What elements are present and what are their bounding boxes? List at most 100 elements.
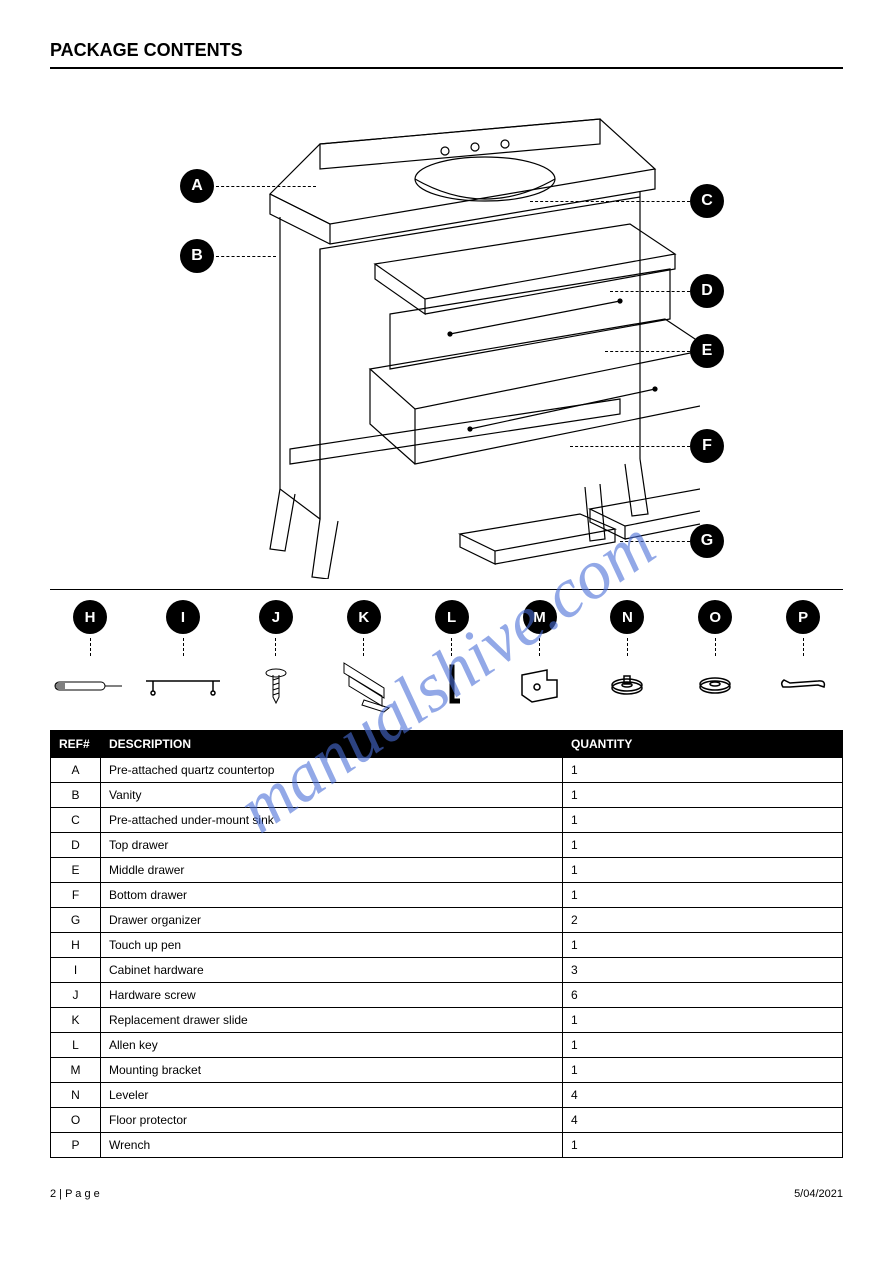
cell-desc: Drawer organizer: [101, 908, 563, 933]
table-row: EMiddle drawer1: [51, 858, 843, 883]
cell-desc: Wrench: [101, 1133, 563, 1158]
handle-bar-icon: [138, 660, 228, 710]
cell-qty: 1: [563, 933, 843, 958]
hw-item-J: J: [236, 600, 316, 710]
hw-label-N: N: [610, 600, 644, 634]
cell-qty: 6: [563, 983, 843, 1008]
vanity-svg: [200, 89, 700, 579]
wrench-icon: [778, 660, 828, 710]
cell-ref: J: [51, 983, 101, 1008]
hw-label-M: M: [523, 600, 557, 634]
hw-label-H: H: [73, 600, 107, 634]
footer-page: 2 | P a g e: [50, 1188, 100, 1200]
table-row: MMounting bracket1: [51, 1058, 843, 1083]
cell-ref: G: [51, 908, 101, 933]
table-row: OFloor protector4: [51, 1108, 843, 1133]
section-divider: [50, 67, 843, 69]
hw-item-I: I: [138, 600, 228, 710]
parts-tbody: APre-attached quartz countertop1BVanity1…: [51, 758, 843, 1158]
table-row: ICabinet hardware3: [51, 958, 843, 983]
cell-desc: Leveler: [101, 1083, 563, 1108]
cell-desc: Pre-attached quartz countertop: [101, 758, 563, 783]
cell-ref: I: [51, 958, 101, 983]
table-row: FBottom drawer1: [51, 883, 843, 908]
th-desc: DESCRIPTION: [101, 731, 563, 758]
cell-ref: K: [51, 1008, 101, 1033]
table-row: BVanity1: [51, 783, 843, 808]
th-ref: REF#: [51, 731, 101, 758]
cell-desc: Mounting bracket: [101, 1058, 563, 1083]
screw-icon: [261, 660, 291, 710]
hw-item-O: O: [675, 600, 755, 710]
hw-item-K: K: [324, 600, 404, 710]
cell-ref: M: [51, 1058, 101, 1083]
table-row: PWrench1: [51, 1133, 843, 1158]
bracket-icon: [517, 660, 562, 710]
cell-desc: Vanity: [101, 783, 563, 808]
footer-date: 5/04/2021: [794, 1188, 843, 1200]
cell-ref: C: [51, 808, 101, 833]
cell-ref: H: [51, 933, 101, 958]
hw-item-H: H: [50, 600, 130, 710]
cell-desc: Bottom drawer: [101, 883, 563, 908]
parts-table: REF# DESCRIPTION QUANTITY APre-attached …: [50, 730, 843, 1158]
cell-desc: Floor protector: [101, 1108, 563, 1133]
table-row: KReplacement drawer slide1: [51, 1008, 843, 1033]
cell-desc: Pre-attached under-mount sink: [101, 808, 563, 833]
table-row: CPre-attached under-mount sink1: [51, 808, 843, 833]
cell-ref: P: [51, 1133, 101, 1158]
hw-item-M: M: [500, 600, 580, 710]
cell-desc: Hardware screw: [101, 983, 563, 1008]
exploded-diagram: A B C D E F G: [50, 89, 843, 579]
touchup-pen-icon: [50, 660, 130, 710]
table-row: DTop drawer1: [51, 833, 843, 858]
cell-qty: 1: [563, 1008, 843, 1033]
cell-desc: Replacement drawer slide: [101, 1008, 563, 1033]
table-row: LAllen key1: [51, 1033, 843, 1058]
cell-ref: L: [51, 1033, 101, 1058]
hw-label-L: L: [435, 600, 469, 634]
cell-qty: 1: [563, 783, 843, 808]
cell-ref: A: [51, 758, 101, 783]
hw-item-P: P: [763, 600, 843, 710]
cell-qty: 2: [563, 908, 843, 933]
cell-qty: 1: [563, 858, 843, 883]
cell-qty: 1: [563, 1033, 843, 1058]
leveler-icon: [609, 660, 645, 710]
cell-desc: Touch up pen: [101, 933, 563, 958]
cell-qty: 4: [563, 1083, 843, 1108]
hw-label-P: P: [786, 600, 820, 634]
allen-key-icon: [444, 660, 460, 710]
table-row: GDrawer organizer2: [51, 908, 843, 933]
table-row: APre-attached quartz countertop1: [51, 758, 843, 783]
cell-ref: N: [51, 1083, 101, 1108]
cell-desc: Middle drawer: [101, 858, 563, 883]
drawer-slide-icon: [334, 660, 394, 710]
cell-qty: 1: [563, 808, 843, 833]
hw-item-L: L: [412, 600, 492, 710]
cell-qty: 3: [563, 958, 843, 983]
cell-ref: B: [51, 783, 101, 808]
cell-ref: D: [51, 833, 101, 858]
hw-label-O: O: [698, 600, 732, 634]
cell-qty: 4: [563, 1108, 843, 1133]
cell-qty: 1: [563, 833, 843, 858]
hw-label-K: K: [347, 600, 381, 634]
cell-qty: 1: [563, 1058, 843, 1083]
cell-qty: 1: [563, 758, 843, 783]
cell-ref: O: [51, 1108, 101, 1133]
cell-desc: Cabinet hardware: [101, 958, 563, 983]
cell-desc: Allen key: [101, 1033, 563, 1058]
cell-qty: 1: [563, 883, 843, 908]
hardware-row: H I J K L: [50, 589, 843, 730]
cell-ref: E: [51, 858, 101, 883]
floor-protector-icon: [697, 660, 733, 710]
cell-desc: Top drawer: [101, 833, 563, 858]
table-row: JHardware screw6: [51, 983, 843, 1008]
table-row: HTouch up pen1: [51, 933, 843, 958]
hw-item-N: N: [587, 600, 667, 710]
table-row: NLeveler4: [51, 1083, 843, 1108]
hw-label-J: J: [259, 600, 293, 634]
hw-label-I: I: [166, 600, 200, 634]
cell-ref: F: [51, 883, 101, 908]
